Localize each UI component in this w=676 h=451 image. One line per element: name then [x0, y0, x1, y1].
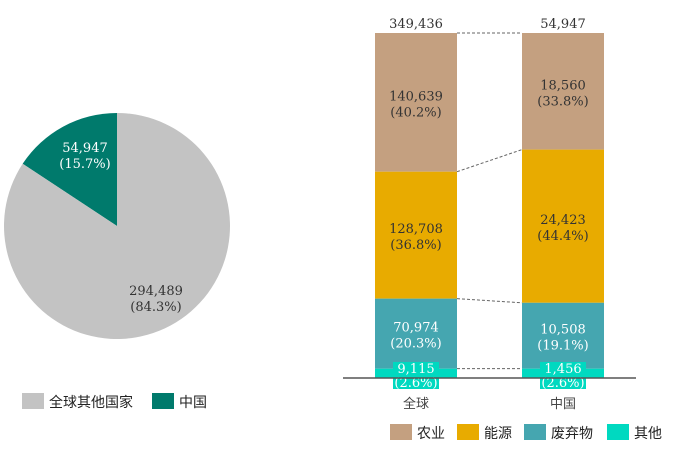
legend-label: 全球其他国家 — [49, 394, 133, 411]
connector-line — [456, 149, 523, 173]
bar-segment — [375, 171, 457, 299]
segment-label-pct: (40.2%) — [390, 105, 441, 120]
pie-label-pct: (84.3%) — [130, 300, 181, 315]
segment-label-pct: (19.1%) — [537, 339, 588, 354]
legend-label: 废弃物 — [551, 426, 593, 442]
legend-swatch — [22, 393, 44, 409]
segment-label-value: 24,423 — [540, 213, 586, 228]
segment-label-value: 140,639 — [389, 89, 443, 104]
segment-label-value: 18,560 — [540, 78, 586, 93]
segment-label-pct: (36.8%) — [390, 238, 441, 253]
pie-slice — [4, 113, 231, 340]
pie-label-value: 54,947 — [62, 141, 108, 156]
bar-legend: 农业 能源 废弃物 其他 — [390, 424, 662, 442]
legend-label: 其他 — [634, 426, 662, 442]
pie-label-pct: (15.7%) — [59, 157, 110, 172]
segment-label-pct: (20.3%) — [390, 337, 441, 352]
bar-segment — [375, 33, 457, 172]
pie-label-value: 294,489 — [129, 284, 183, 299]
segment-label-pct: (2.6%) — [394, 376, 437, 391]
bar-total-label: 349,436 — [389, 17, 443, 32]
category-label: 全球 — [403, 396, 429, 412]
pie-legend: 全球其他国家 中国 — [22, 393, 207, 411]
bar-segment — [522, 33, 604, 150]
legend-label: 农业 — [417, 426, 445, 442]
segment-label-pct: (33.8%) — [537, 94, 588, 109]
pie-slice — [22, 113, 117, 226]
segment-label-pct: (44.4%) — [537, 229, 588, 244]
legend-swatch — [457, 424, 479, 440]
segment-label-value: 1,456 — [544, 362, 581, 377]
legend-swatch — [524, 424, 546, 440]
legend-swatch — [390, 424, 412, 440]
segment-label-value: 70,974 — [393, 321, 439, 336]
segment-label-box — [393, 362, 439, 389]
legend-label: 能源 — [484, 426, 512, 442]
bar-segment — [522, 149, 604, 303]
legend-swatch — [607, 424, 629, 440]
bar-total-label: 54,947 — [540, 17, 586, 32]
segment-label-pct: (2.6%) — [541, 376, 584, 391]
connector-line — [456, 298, 523, 304]
bar-segment — [522, 302, 604, 369]
segment-label-value: 128,708 — [389, 222, 443, 237]
segment-label-box — [540, 362, 586, 389]
bar-segment — [375, 298, 457, 369]
segment-label-value: 10,508 — [540, 323, 586, 338]
legend-label: 中国 — [179, 395, 207, 411]
legend-swatch — [152, 393, 174, 409]
segment-label-value: 9,115 — [397, 362, 434, 377]
category-label: 中国 — [550, 397, 576, 412]
